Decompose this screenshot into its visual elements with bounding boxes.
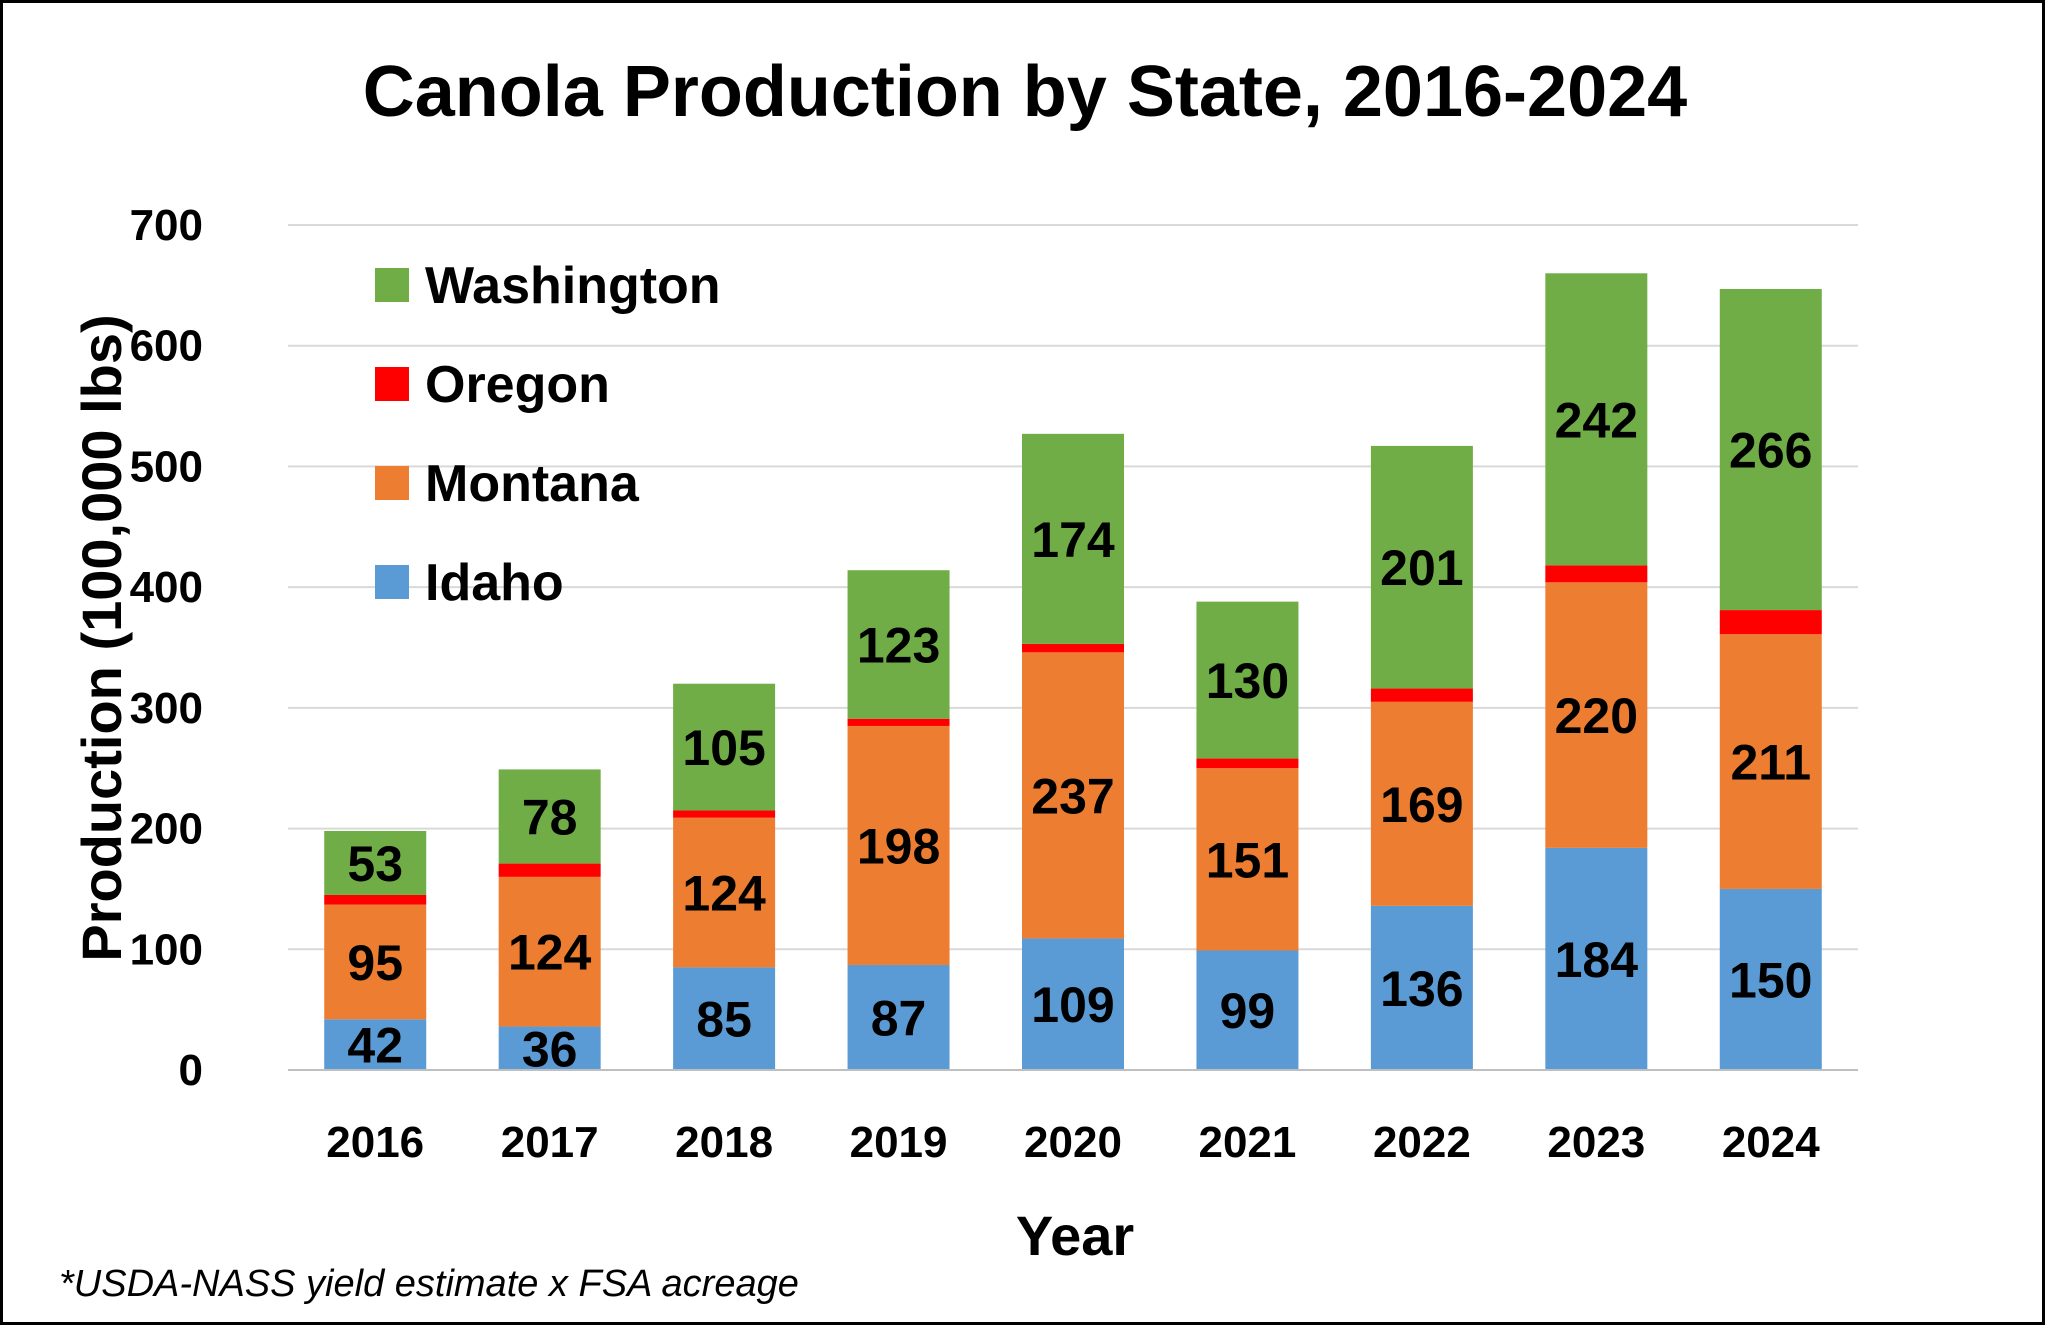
y-tick-label: 100 [130,925,203,974]
bar-idaho-2017 [498,1026,601,1070]
footnote: *USDA-NASS yield estimate x FSA acreage [59,1263,799,1305]
x-tick-label: 2017 [501,1118,599,1167]
legend-label-idaho: Idaho [425,554,564,612]
x-tick-label: 2024 [1722,1118,1820,1167]
y-tick-label: 0 [179,1046,203,1095]
bar-washington-2022 [1370,445,1473,689]
y-tick-label: 500 [130,442,203,491]
data-label-montana-2023: 220 [1555,688,1638,744]
data-label-washington-2020: 174 [1031,512,1115,568]
x-tick-label: 2022 [1373,1118,1471,1167]
bar-washington-2018 [673,683,776,811]
data-label-washington-2022: 201 [1380,540,1463,596]
bar-oregon-2022 [1370,688,1473,702]
data-label-idaho-2017: 36 [522,1021,578,1077]
bar-washington-2023 [1545,273,1648,566]
y-axis-title: Production (100,000 lbs) [70,314,133,961]
data-label-washington-2016: 53 [347,836,403,892]
data-label-washington-2023: 242 [1555,392,1638,448]
bar-oregon-2018 [673,810,776,818]
legend-label-oregon: Oregon [425,356,610,414]
bar-idaho-2022 [1370,905,1473,1070]
y-tick-label: 700 [130,201,203,250]
legend-label-washington: Washington [425,257,721,315]
data-label-idaho-2021: 99 [1220,983,1276,1039]
data-label-montana-2024: 211 [1730,735,1811,791]
x-tick-label: 2019 [850,1118,948,1167]
x-tick-label: 2023 [1547,1118,1645,1167]
data-label-idaho-2016: 42 [347,1018,403,1074]
bar-montana-2024 [1719,634,1822,889]
bar-montana-2021 [1196,768,1299,951]
data-label-washington-2024: 266 [1729,423,1812,479]
y-tick-label: 600 [130,322,203,371]
bar-washington-2021 [1196,601,1299,759]
legend-swatch-oregon [375,367,409,401]
bar-oregon-2023 [1545,565,1648,583]
data-label-idaho-2023: 184 [1555,932,1639,988]
bar-idaho-2023 [1545,847,1648,1070]
data-label-washington-2017: 78 [522,790,578,846]
legend-label-montana: Montana [425,455,640,513]
data-label-washington-2021: 130 [1206,653,1289,709]
bar-washington-2020 [1022,433,1124,644]
data-label-montana-2019: 198 [857,818,940,874]
legend-swatch-washington [375,268,409,302]
bar-idaho-2018 [673,967,776,1070]
bars [324,273,1822,1070]
bar-oregon-2017 [498,863,601,877]
bar-washington-2017 [498,769,601,864]
bar-idaho-2021 [1196,950,1299,1070]
y-tick-label: 300 [130,684,203,733]
bar-montana-2017 [498,876,601,1027]
bar-montana-2016 [324,904,427,1020]
data-label-idaho-2019: 87 [871,990,927,1046]
bar-oregon-2019 [847,718,950,726]
data-label-montana-2022: 169 [1380,777,1463,833]
bar-idaho-2024 [1719,888,1822,1070]
data-label-montana-2021: 151 [1206,832,1289,888]
axes: 0 100 200 300 400 500 600 700 2016 2017 2018 2019 20… [130,201,1858,1167]
x-tick-label: 2018 [675,1118,773,1167]
bar-oregon-2024 [1719,610,1822,635]
bar-washington-2024 [1719,288,1822,611]
data-label-montana-2018: 124 [682,866,766,922]
bar-idaho-2016 [324,1019,427,1070]
x-tick-label: 2016 [326,1118,424,1167]
bar-montana-2022 [1370,701,1473,906]
bar-montana-2020 [1022,652,1124,939]
bar-montana-2023 [1545,582,1648,848]
chart-title: Canola Production by State, 2016-2024 [363,52,1687,132]
bar-idaho-2020 [1022,938,1124,1070]
bar-oregon-2016 [324,894,427,905]
data-label-idaho-2022: 136 [1380,961,1463,1017]
data-label-idaho-2018: 85 [696,992,752,1048]
legend-swatch-montana [375,466,409,500]
bar-washington-2019 [847,570,950,719]
data-label-montana-2017: 124 [508,925,592,981]
data-label-idaho-2024: 150 [1729,952,1812,1008]
bar-oregon-2021 [1196,758,1299,769]
chart-svg: 42 95 53 36 124 78 85 124 105 87 198 123 109 237 174 99… [59,52,1858,1305]
y-tick-label: 400 [130,563,203,612]
data-label-washington-2019: 123 [857,617,940,673]
x-tick-label: 2021 [1198,1118,1296,1167]
legend: Washington Oregon Montana Idaho [375,257,721,612]
x-axis-title: Year [1016,1204,1134,1267]
legend-swatch-idaho [375,565,409,599]
bar-montana-2018 [673,817,776,968]
bar-oregon-2020 [1022,643,1124,653]
data-labels: 42 95 53 36 124 78 85 124 105 87 198 123 109 237 174 99… [347,392,1812,1077]
data-label-montana-2020: 237 [1031,768,1114,824]
data-label-montana-2016: 95 [347,935,403,991]
bar-montana-2019 [847,725,950,965]
y-tick-label: 200 [130,805,203,854]
bar-idaho-2019 [847,964,950,1070]
data-label-idaho-2020: 109 [1031,977,1114,1033]
data-label-washington-2018: 105 [682,720,765,776]
x-tick-label: 2020 [1024,1118,1122,1167]
bar-washington-2016 [324,830,427,895]
